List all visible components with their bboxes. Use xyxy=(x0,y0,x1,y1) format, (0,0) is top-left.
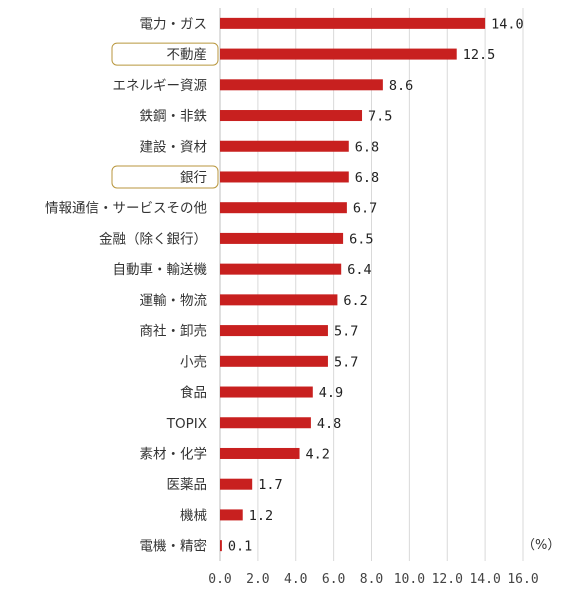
data-label: 6.7 xyxy=(353,201,377,217)
category-label: 銀行 xyxy=(180,170,207,186)
data-label: 0.1 xyxy=(228,539,252,555)
data-label: 6.5 xyxy=(349,231,373,247)
category-label: 自動車・輸送機 xyxy=(113,262,208,278)
bar xyxy=(220,447,300,459)
data-label: 4.8 xyxy=(317,416,341,432)
category-label: 食品 xyxy=(180,384,207,401)
x-tick-label: 14.0 xyxy=(469,572,500,587)
unit-label: （%） xyxy=(522,538,560,553)
bar xyxy=(220,417,311,429)
x-axis-ticks: 0.0 2.0 4.0 6.0 8.0 10.0 12.0 14.0 16.0 xyxy=(208,572,538,587)
category-label: 鉄鋼・非鉄 xyxy=(140,109,208,125)
data-label: 6.8 xyxy=(355,139,379,155)
category-label: 不動産 xyxy=(167,47,208,63)
bar xyxy=(220,110,363,122)
data-label: 7.5 xyxy=(368,109,392,125)
x-tick-label: 10.0 xyxy=(394,572,425,587)
gridlines xyxy=(219,8,524,561)
category-labels: 電力・ガス不動産エネルギー資源鉄鋼・非鉄建設・資材銀行情報通信・サービスその他金… xyxy=(45,16,219,555)
category-label: エネルギー資源 xyxy=(113,78,208,94)
category-label: 電力・ガス xyxy=(140,16,208,32)
category-label: 金融（除く銀行） xyxy=(99,231,207,247)
data-label: 6.2 xyxy=(343,293,367,309)
x-tick-label: 12.0 xyxy=(432,572,463,587)
data-label: 12.5 xyxy=(463,47,496,63)
highlight-box xyxy=(111,42,219,66)
data-label: 4.9 xyxy=(319,385,343,401)
data-label: 8.6 xyxy=(389,78,413,94)
data-label: 14.0 xyxy=(491,16,524,32)
category-label: 建設・資材 xyxy=(140,139,208,155)
category-label: 商社・卸売 xyxy=(140,324,208,340)
highlight-box xyxy=(111,165,219,189)
category-label: 情報通信・サービスその他 xyxy=(45,201,207,217)
data-label: 5.7 xyxy=(334,324,358,340)
bars xyxy=(220,17,486,552)
bar xyxy=(220,79,383,91)
x-tick-label: 8.0 xyxy=(360,572,383,587)
bar xyxy=(220,294,338,306)
data-label: 1.7 xyxy=(258,477,282,493)
category-label: 機械 xyxy=(180,508,207,524)
bar xyxy=(220,355,328,367)
bar xyxy=(220,48,457,60)
data-label: 6.8 xyxy=(355,170,379,186)
x-tick-label: 16.0 xyxy=(507,572,538,587)
data-label: 4.2 xyxy=(306,446,330,462)
value-labels: 14.0 12.5 8.6 7.5 6.8 6.8 6.7 6.5 6.4 6.2 5.7 5.7 4.… xyxy=(228,16,524,554)
x-tick-label: 6.0 xyxy=(322,572,345,587)
bar xyxy=(220,171,349,183)
category-label: 医薬品 xyxy=(167,477,208,493)
bar xyxy=(220,509,243,521)
bar xyxy=(220,386,313,398)
data-label: 1.2 xyxy=(249,508,273,524)
bar xyxy=(220,325,328,337)
bar xyxy=(220,232,344,244)
data-label: 5.7 xyxy=(334,354,358,370)
x-tick-label: 4.0 xyxy=(284,572,307,587)
bar xyxy=(220,263,342,275)
data-label: 6.4 xyxy=(347,262,371,278)
x-tick-label: 2.0 xyxy=(246,572,269,587)
category-label: 小売 xyxy=(180,354,207,370)
bar xyxy=(220,140,349,152)
bar xyxy=(220,540,222,552)
bar xyxy=(220,478,253,490)
category-label: TOPIX xyxy=(166,416,207,432)
category-label: 電機・精密 xyxy=(140,538,208,555)
category-label: 運輸・物流 xyxy=(140,293,208,309)
bar xyxy=(220,17,486,29)
bar xyxy=(220,202,347,214)
x-tick-label: 0.0 xyxy=(208,572,231,587)
category-label: 素材・化学 xyxy=(140,446,208,462)
